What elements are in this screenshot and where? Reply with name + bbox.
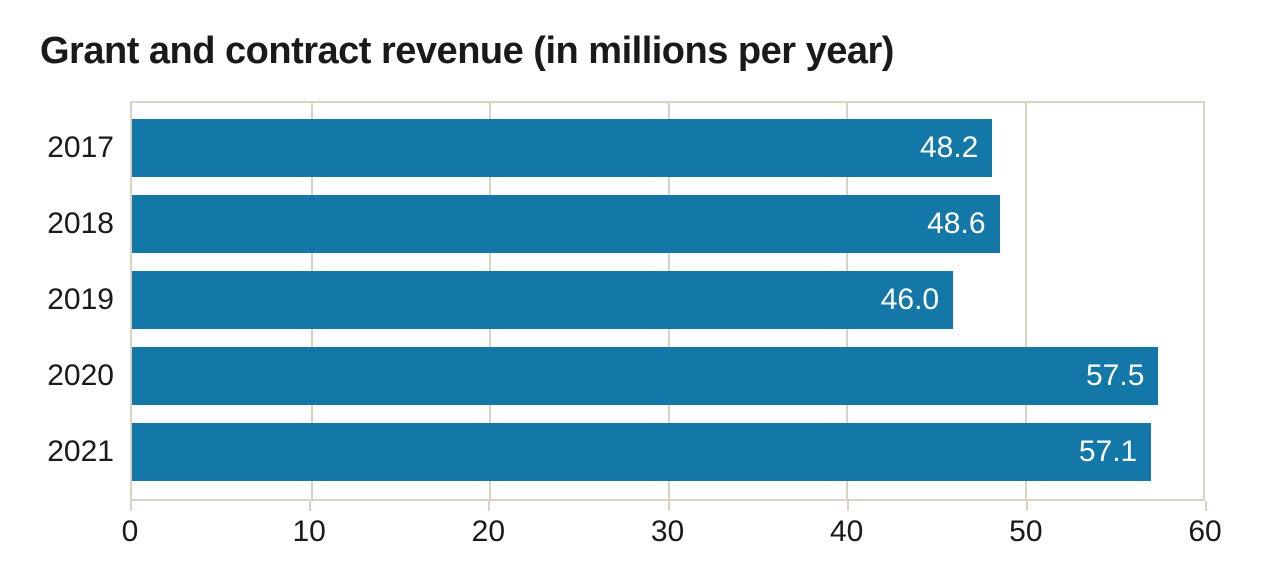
bar-row: 201848.6 xyxy=(132,195,1000,253)
x-tick-mark xyxy=(1026,501,1028,511)
x-tick-label: 20 xyxy=(472,515,505,549)
x-tick-label: 0 xyxy=(122,515,139,549)
bar: 48.6 xyxy=(132,195,1000,253)
x-axis: 0102030405060 xyxy=(130,501,1205,551)
bar-row: 202157.1 xyxy=(132,423,1151,481)
x-tick-mark xyxy=(847,501,849,511)
x-tick-mark xyxy=(309,501,311,511)
bar-row: 201946.0 xyxy=(132,271,953,329)
bar-value-label: 57.1 xyxy=(1079,435,1137,469)
bar: 46.0 xyxy=(132,271,953,329)
x-tick-label: 10 xyxy=(292,515,325,549)
x-tick-mark xyxy=(130,501,132,511)
bar: 57.5 xyxy=(132,347,1158,405)
bar-value-label: 48.6 xyxy=(927,207,985,241)
bar: 57.1 xyxy=(132,423,1151,481)
chart-title: Grant and contract revenue (in millions … xyxy=(40,30,1235,73)
bar-row: 202057.5 xyxy=(132,347,1158,405)
x-tick-label: 30 xyxy=(651,515,684,549)
x-tick-label: 40 xyxy=(830,515,863,549)
y-axis-label: 2017 xyxy=(47,131,114,165)
bar-row: 201748.2 xyxy=(132,119,992,177)
y-axis-label: 2018 xyxy=(47,207,114,241)
bar-value-label: 57.5 xyxy=(1086,359,1144,393)
x-tick-label: 50 xyxy=(1009,515,1042,549)
x-tick-label: 60 xyxy=(1188,515,1221,549)
x-tick-mark xyxy=(488,501,490,511)
y-axis-label: 2021 xyxy=(47,435,114,469)
bar: 48.2 xyxy=(132,119,992,177)
chart-container: Grant and contract revenue (in millions … xyxy=(0,0,1275,582)
bar-value-label: 48.2 xyxy=(920,131,978,165)
plot-area: 201748.2 201848.6 201946.0 202057.5 202157.1 xyxy=(130,101,1205,501)
x-tick-mark xyxy=(1205,501,1207,511)
chart-wrap: 201748.2 201848.6 201946.0 202057.5 202157.1… xyxy=(130,101,1205,551)
x-tick-mark xyxy=(668,501,670,511)
bar-value-label: 46.0 xyxy=(881,283,939,317)
y-axis-label: 2020 xyxy=(47,359,114,393)
y-axis-label: 2019 xyxy=(47,283,114,317)
